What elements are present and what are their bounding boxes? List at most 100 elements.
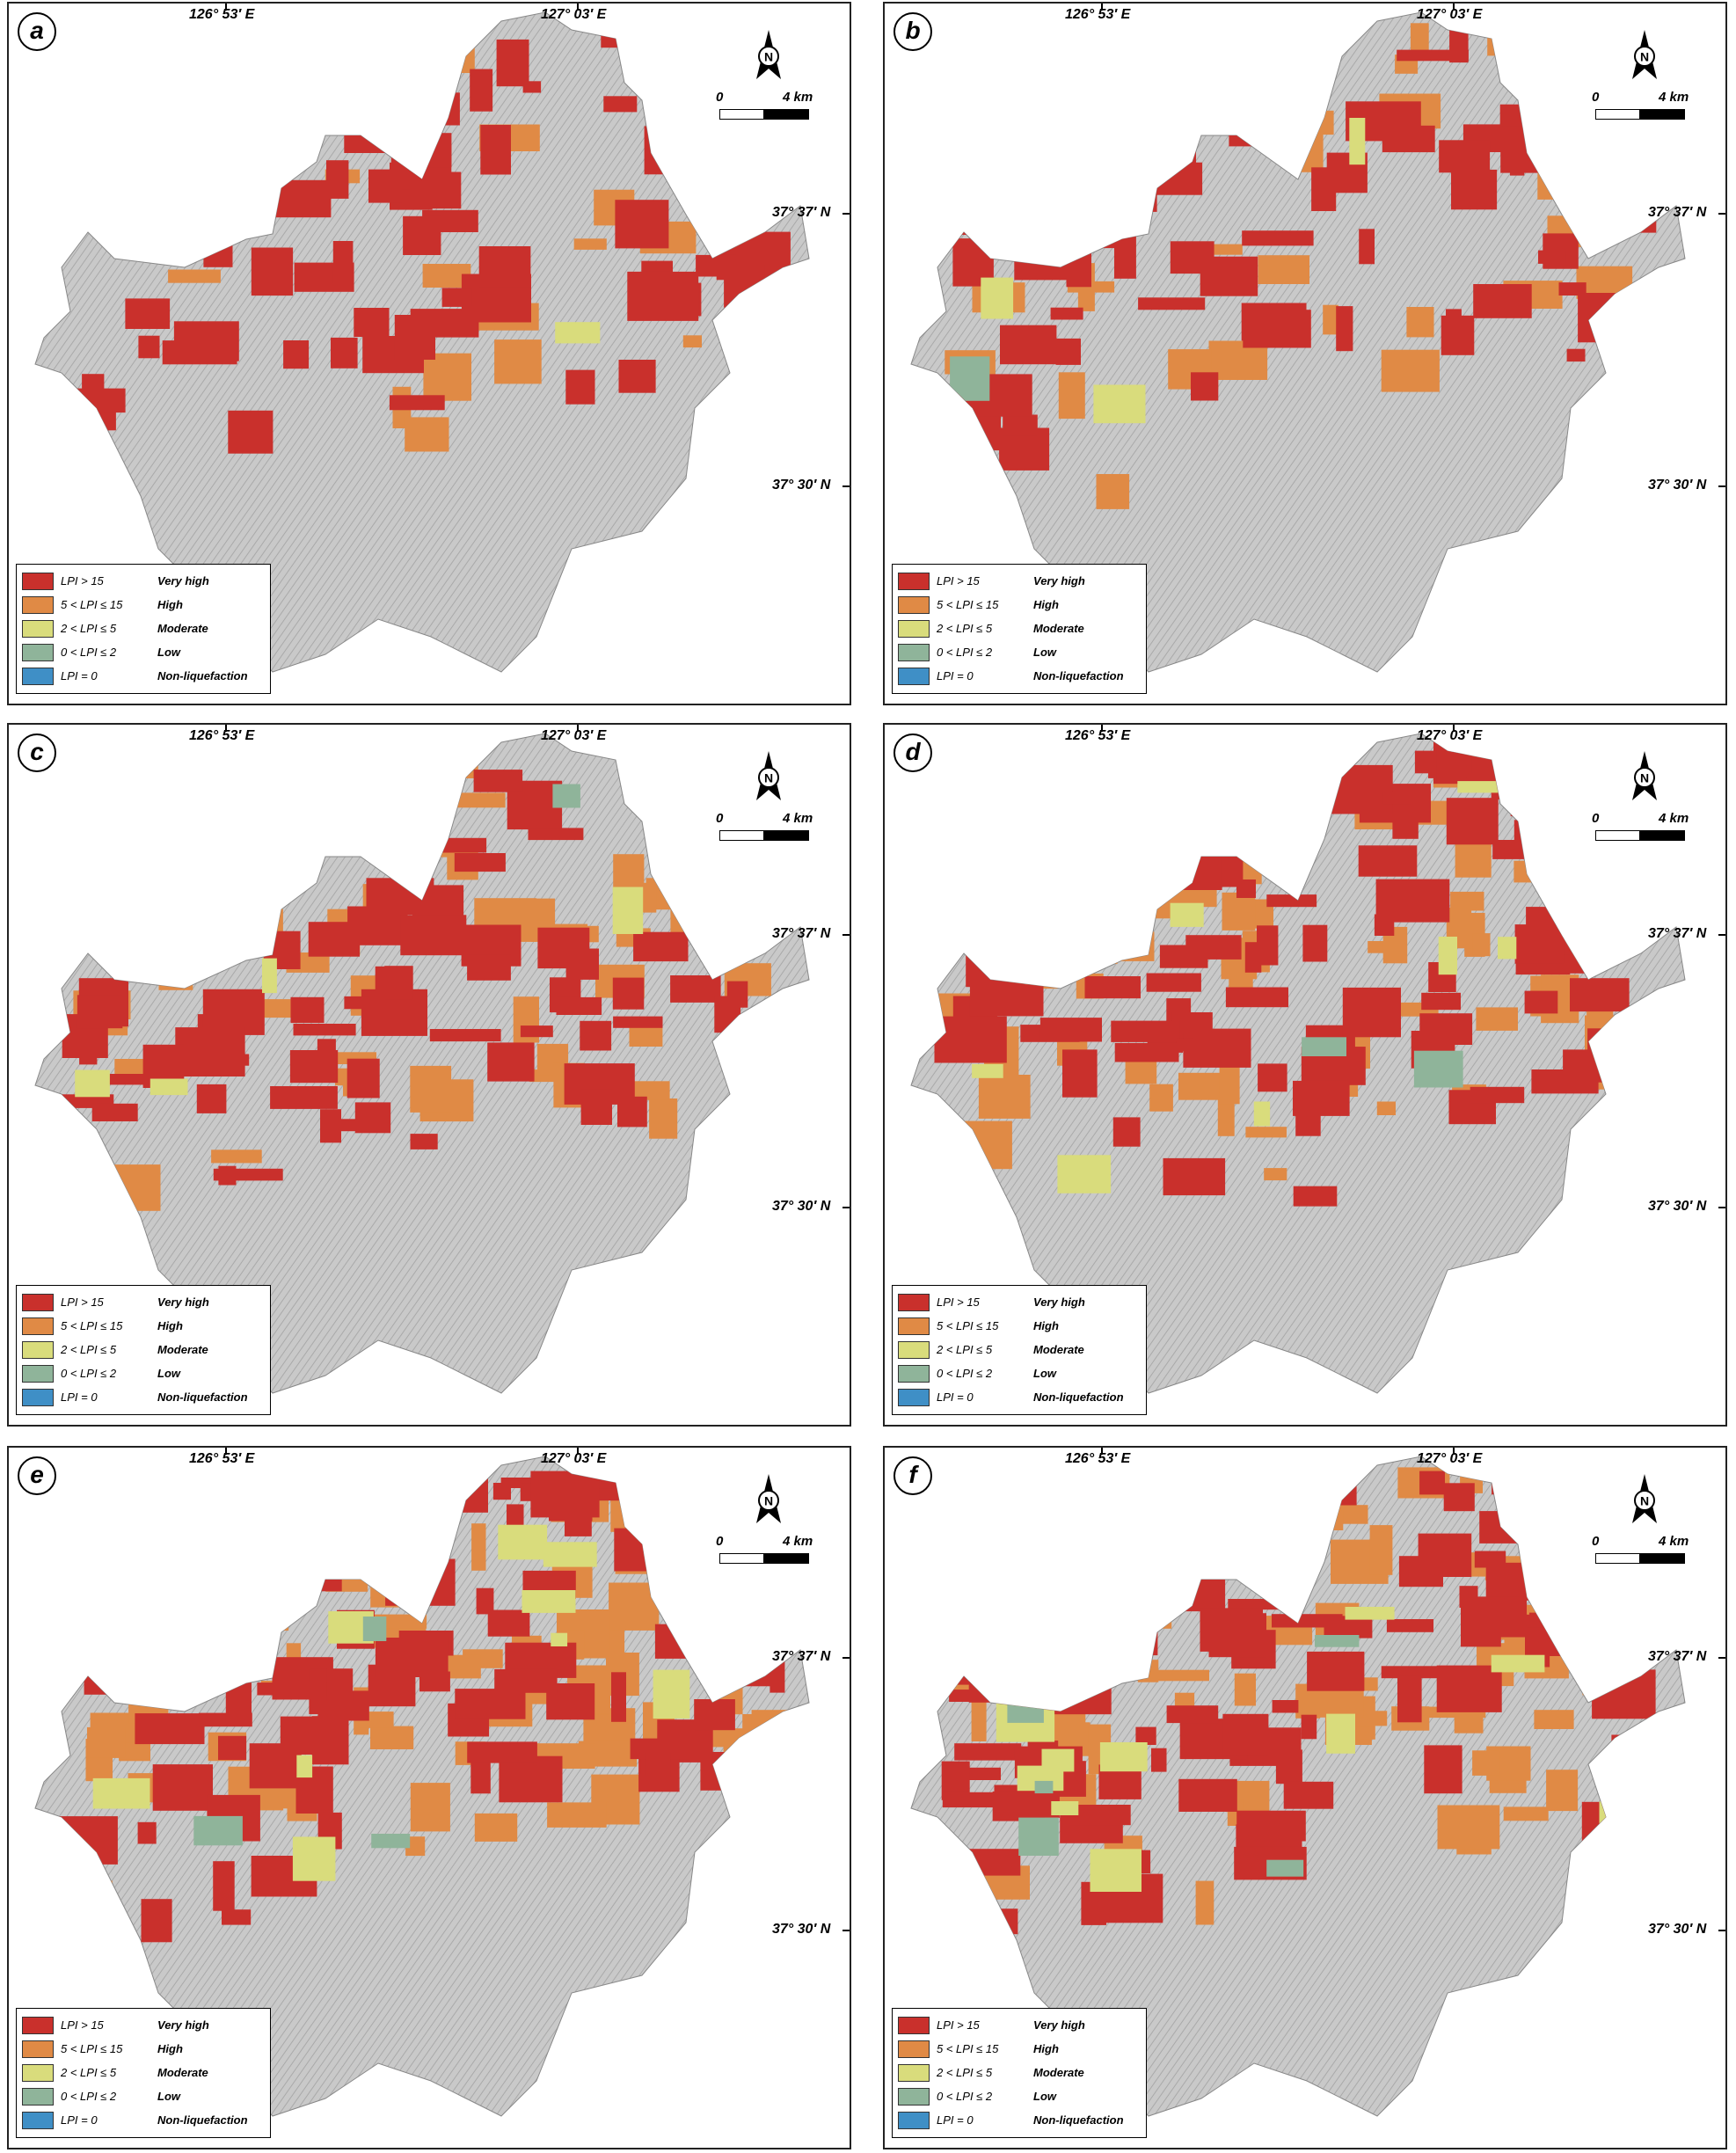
latitude-tick [842,1657,850,1659]
high-zone [1584,1569,1641,1584]
high-zone [99,1557,148,1593]
very-high-zone [985,842,1023,858]
very-high-zone [332,241,354,284]
very-high-zone [683,866,733,916]
high-zone [370,1557,426,1608]
very-high-zone [613,1016,663,1028]
legend: LPI > 15 Very high 5 < LPI ≤ 15 High 2 < LPI… [16,1285,271,1415]
very-high-zone [82,374,105,424]
scale-segment-black [763,1553,809,1564]
very-high-zone [455,1689,526,1719]
very-high-zone [370,111,419,130]
very-high-zone [135,174,192,193]
legend-swatch [22,2040,54,2058]
very-high-zone [467,1741,537,1763]
latitude-label-south: 37° 30′ N [1648,1199,1707,1214]
high-zone [1234,1673,1256,1706]
very-high-zone [1039,1018,1102,1042]
high-zone [118,167,148,196]
very-high-zone [499,1755,563,1803]
high-zone [1096,474,1130,509]
very-high-zone [346,1058,380,1098]
legend-class-label: Low [157,2090,180,2103]
scale-bar: 0 4 km [1592,90,1701,121]
legend-class-label: Very high [157,1295,209,1309]
high-zone [1025,822,1057,872]
scale-end-label: 4 km [1659,1534,1689,1549]
high-zone [1584,1654,1628,1690]
high-zone [1156,1565,1198,1595]
very-high-zone [135,1713,205,1745]
very-high-zone [308,922,360,957]
very-high-zone [1176,1038,1193,1052]
very-high-zone [1216,1526,1277,1566]
longitude-tick [577,4,579,11]
very-high-zone [73,91,147,136]
legend-class-label: Very high [1033,574,1085,588]
very-high-zone [966,1849,1021,1876]
longitude-label-east: 127° 03′ E [541,7,607,22]
very-high-zone [1307,1651,1365,1691]
high-zone [370,1726,414,1749]
legend-class-label: Non-liquefaction [1033,2113,1124,2127]
legend-class-label: Very high [1033,2018,1085,2032]
very-high-zone [162,340,237,365]
high-zone [648,817,681,836]
very-high-zone [1479,1511,1527,1544]
moderate-zone [1099,1742,1148,1772]
high-zone [1258,255,1309,284]
high-zone [218,1495,270,1512]
very-high-zone [1485,1562,1543,1601]
legend-range: 5 < LPI ≤ 15 [937,598,999,611]
latitude-tick [842,1207,850,1208]
legend-swatch [22,644,54,661]
very-high-zone [1581,1801,1657,1845]
high-zone [1584,177,1606,226]
legend-class-label: Low [1033,2090,1056,2103]
very-high-zone [1397,1675,1422,1723]
legend-class-label: Moderate [157,622,208,635]
very-high-zone [1208,1613,1266,1658]
very-high-zone [549,1506,593,1522]
high-zone [400,840,449,858]
very-high-zone [175,1027,245,1076]
very-high-zone [419,1671,450,1692]
high-zone [1335,1505,1368,1524]
high-zone [439,741,478,778]
high-zone [208,753,256,787]
very-high-zone [1382,791,1412,805]
longitude-tick [1101,4,1103,11]
legend: LPI > 15 Very high 5 < LPI ≤ 15 High 2 < LPI… [16,564,271,694]
very-high-zone [245,1522,264,1556]
moderate-zone [976,1597,1019,1615]
legend-swatch [898,1341,930,1359]
scale-end-label: 4 km [1659,90,1689,105]
high-zone [405,1836,426,1857]
legend-class-label: Very high [1033,1295,1085,1309]
very-high-zone [1446,309,1462,329]
very-high-zone [1514,924,1565,964]
very-high-zone [413,133,452,168]
very-high-zone [389,395,445,411]
north-arrow-icon: N [756,751,781,800]
very-high-zone [744,1602,808,1640]
latitude-label-north: 37° 37′ N [772,1649,831,1664]
moderate-zone [1491,1654,1545,1673]
very-high-zone [478,246,531,288]
high-zone [432,47,475,73]
legend-swatch [22,2112,54,2129]
high-zone [1546,1770,1579,1812]
very-high-zone [737,1669,770,1687]
latitude-label-south: 37° 30′ N [1648,1922,1707,1937]
legend-class-label: High [157,2042,183,2055]
legend-item: 2 < LPI ≤ 5 Moderate [22,1339,266,1359]
very-high-zone [77,799,120,820]
very-high-zone [1279,830,1301,862]
legend-item: 5 < LPI ≤ 15 High [22,2038,266,2058]
longitude-tick [225,725,227,732]
very-high-zone [1146,973,1201,992]
very-high-zone [1272,1700,1299,1713]
high-zone [1148,1669,1209,1682]
high-zone [1138,1617,1172,1629]
low-zone [1057,860,1114,898]
